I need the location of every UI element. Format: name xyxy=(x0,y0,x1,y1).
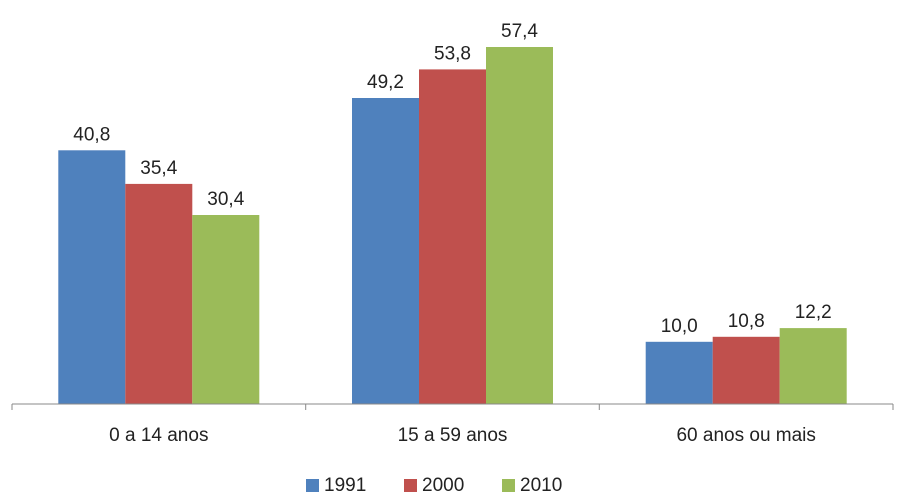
category-label-15-a-59-anos: 15 a 59 anos xyxy=(398,425,508,446)
legend-swatch-1991 xyxy=(306,479,319,492)
data-label-2010-0-a-14-anos: 30,4 xyxy=(207,189,244,210)
legend-label-1991: 1991 xyxy=(324,475,366,496)
x-axis xyxy=(11,403,894,410)
bar-2000-60-anos-ou-mais xyxy=(712,336,780,404)
bar-1991-15-a-59-anos xyxy=(352,98,419,404)
bars-layer xyxy=(58,47,847,405)
legend-swatch-2000 xyxy=(404,479,417,492)
bar-1991-60-anos-ou-mais xyxy=(645,341,713,404)
data-label-1991-0-a-14-anos: 40,8 xyxy=(73,124,110,145)
data-label-2000-60-anos-ou-mais: 10,8 xyxy=(728,311,765,332)
legend-label-2010: 2010 xyxy=(520,475,562,496)
data-label-2000-0-a-14-anos: 35,4 xyxy=(140,158,177,179)
bar-2000-15-a-59-anos xyxy=(419,69,486,405)
value-labels-layer: 40,8 35,4 30,4 49,2 53,8 57,4 10,0 10,8 12,2 xyxy=(73,21,831,337)
bar-1991-0-a-14-anos xyxy=(58,150,126,404)
legend: 1991 2000 2010 xyxy=(306,475,562,496)
bar-2010-15-a-59-anos xyxy=(486,47,553,404)
legend-label-2000: 2000 xyxy=(422,475,464,496)
data-label-1991-15-a-59-anos: 49,2 xyxy=(367,72,404,93)
category-label-60-anos-ou-mais: 60 anos ou mais xyxy=(676,425,815,446)
data-label-2000-15-a-59-anos: 53,8 xyxy=(434,43,471,64)
bar-2010-0-a-14-anos xyxy=(192,215,260,404)
bar-2010-60-anos-ou-mais xyxy=(779,328,847,404)
bar-2000-0-a-14-anos xyxy=(125,183,193,404)
legend-swatch-2010 xyxy=(502,479,515,492)
category-label-0-a-14-anos: 0 a 14 anos xyxy=(109,425,208,446)
data-label-2010-60-anos-ou-mais: 12,2 xyxy=(795,302,832,323)
category-labels-layer: 0 a 14 anos 15 a 59 anos 60 anos ou mais xyxy=(109,425,816,446)
data-label-2010-15-a-59-anos: 57,4 xyxy=(501,21,538,42)
data-label-1991-60-anos-ou-mais: 10,0 xyxy=(661,316,698,337)
